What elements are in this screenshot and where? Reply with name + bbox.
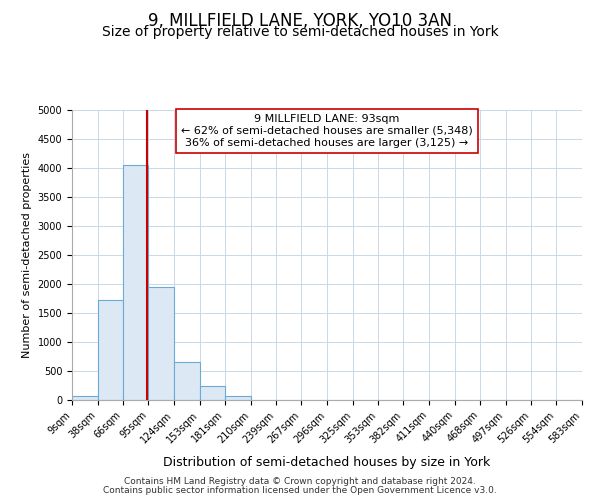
Text: 9, MILLFIELD LANE, YORK, YO10 3AN: 9, MILLFIELD LANE, YORK, YO10 3AN: [148, 12, 452, 30]
Bar: [122, 165, 148, 400]
Bar: [200, 386, 225, 400]
Bar: [72, 396, 98, 400]
X-axis label: Distribution of semi-detached houses by size in York: Distribution of semi-detached houses by …: [163, 456, 491, 468]
Bar: [148, 288, 174, 400]
Bar: [225, 396, 251, 400]
Bar: [174, 362, 200, 400]
Y-axis label: Number of semi-detached properties: Number of semi-detached properties: [22, 152, 32, 358]
Text: Size of property relative to semi-detached houses in York: Size of property relative to semi-detach…: [101, 25, 499, 39]
Text: Contains public sector information licensed under the Open Government Licence v3: Contains public sector information licen…: [103, 486, 497, 495]
Text: 9 MILLFIELD LANE: 93sqm
← 62% of semi-detached houses are smaller (5,348)
36% of: 9 MILLFIELD LANE: 93sqm ← 62% of semi-de…: [181, 114, 473, 148]
Bar: [98, 300, 122, 400]
Text: Contains HM Land Registry data © Crown copyright and database right 2024.: Contains HM Land Registry data © Crown c…: [124, 477, 476, 486]
